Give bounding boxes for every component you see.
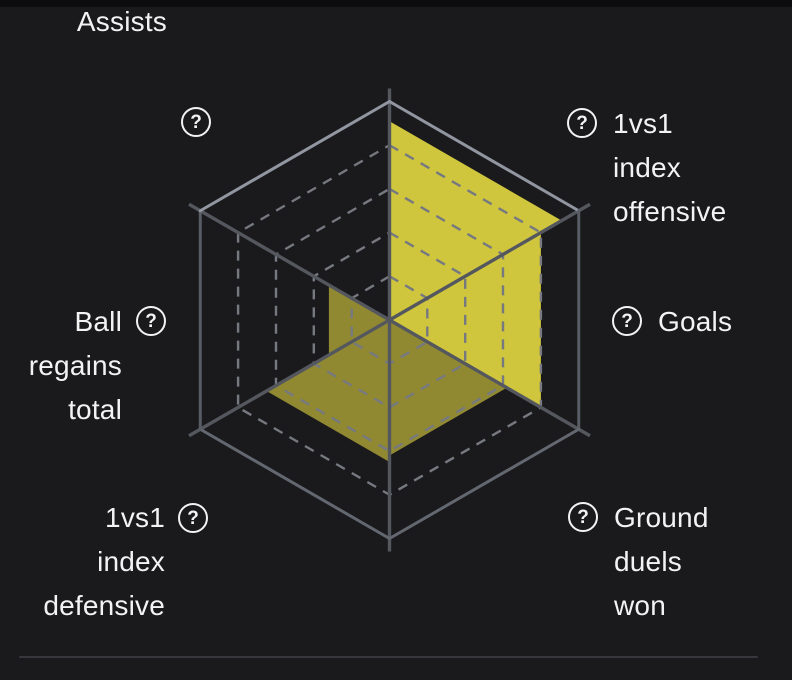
help-icon-assists[interactable]: ? bbox=[181, 107, 211, 137]
axis-label-line: defensive bbox=[43, 590, 165, 621]
help-icon-offensive[interactable]: ? bbox=[567, 108, 597, 138]
help-icon-goals[interactable]: ? bbox=[612, 306, 642, 336]
rim-edge bbox=[388, 100, 581, 213]
spoke bbox=[188, 202, 391, 322]
spoke bbox=[188, 318, 391, 438]
help-icon-defensive[interactable]: ? bbox=[178, 503, 208, 533]
wedge-5 bbox=[328, 285, 390, 355]
axis-label-line: index bbox=[613, 152, 681, 183]
axis-label-line: index bbox=[97, 546, 165, 577]
rim-edge bbox=[198, 100, 391, 213]
question-mark-glyph: ? bbox=[577, 506, 589, 528]
axis-label-ball-regains-total: Ball regains total bbox=[0, 300, 122, 432]
axis-label-line: Ground bbox=[614, 502, 709, 533]
axis-label-line: total bbox=[68, 394, 122, 425]
rim-edge bbox=[198, 427, 391, 540]
axis-label-assists: Assists bbox=[0, 0, 167, 44]
axis-label-line: 1vs1 bbox=[613, 108, 673, 139]
question-mark-glyph: ? bbox=[621, 310, 633, 332]
axis-label-line: duels bbox=[614, 546, 682, 577]
axis-label-ground-duels-won: Ground duels won bbox=[614, 496, 709, 628]
question-mark-glyph: ? bbox=[576, 112, 588, 134]
wedge-3 bbox=[389, 320, 507, 456]
axis-label-1vs1-index-defensive: 1vs1 index defensive bbox=[0, 496, 165, 628]
question-mark-glyph: ? bbox=[145, 310, 157, 332]
axis-label-line: regains bbox=[28, 350, 122, 381]
wedge-4 bbox=[266, 320, 390, 462]
axis-label-line: offensive bbox=[613, 196, 727, 227]
axis-label-line: Assists bbox=[76, 6, 167, 37]
help-icon-ground-duels[interactable]: ? bbox=[568, 502, 598, 532]
rim-edge bbox=[388, 427, 581, 540]
help-icon-ball-regains[interactable]: ? bbox=[136, 306, 166, 336]
bottom-divider-line bbox=[19, 656, 758, 658]
spoke bbox=[388, 318, 591, 438]
axis-label-line: 1vs1 bbox=[105, 502, 165, 533]
top-black-strip bbox=[0, 0, 792, 7]
axis-label-line: won bbox=[614, 590, 666, 621]
question-mark-glyph: ? bbox=[187, 507, 199, 529]
axis-label-goals: Goals bbox=[658, 300, 732, 344]
spoke bbox=[388, 202, 591, 322]
axis-label-1vs1-index-offensive: 1vs1 index offensive bbox=[613, 102, 726, 234]
wedge-1 bbox=[389, 121, 562, 320]
question-mark-glyph: ? bbox=[190, 111, 202, 133]
axis-label-line: Goals bbox=[658, 306, 733, 337]
axis-label-line: Ball bbox=[74, 306, 122, 337]
